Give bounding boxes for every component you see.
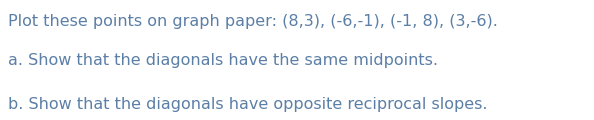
Text: a. Show that the diagonals have the same midpoints.: a. Show that the diagonals have the same… <box>8 53 438 67</box>
Text: Plot these points on graph paper: (8,3), (-6,-1), (-1, 8), (3,-6).: Plot these points on graph paper: (8,3),… <box>8 14 498 29</box>
Text: b. Show that the diagonals have opposite reciprocal slopes.: b. Show that the diagonals have opposite… <box>8 97 487 112</box>
